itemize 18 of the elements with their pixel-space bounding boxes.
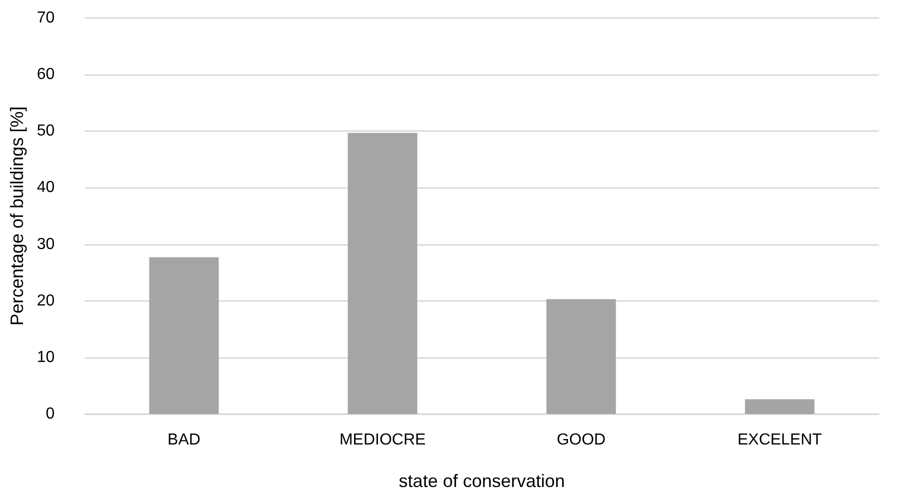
y-tick-label: 40 [36, 179, 55, 196]
y-tick-label: 20 [36, 292, 55, 310]
y-tick-label: 70 [36, 10, 55, 26]
bar [149, 257, 219, 414]
bar [744, 399, 814, 414]
x-tick-label: EXCELENT [737, 432, 822, 448]
y-tick-label: 50 [36, 122, 55, 140]
y-axis-title: Percentage of buildings [%] [7, 106, 27, 326]
bar [348, 132, 418, 414]
x-tick-label: GOOD [556, 432, 606, 448]
x-tick-label: MEDIOCRE [339, 432, 426, 448]
y-tick-label: 60 [36, 66, 55, 84]
y-tick-label: 30 [36, 236, 55, 253]
y-tick-label: 0 [46, 406, 55, 422]
x-axis-title: state of conservation [398, 471, 565, 491]
bar [546, 299, 616, 414]
y-tick-label: 10 [36, 348, 55, 366]
x-tick-label: BAD [168, 432, 200, 448]
